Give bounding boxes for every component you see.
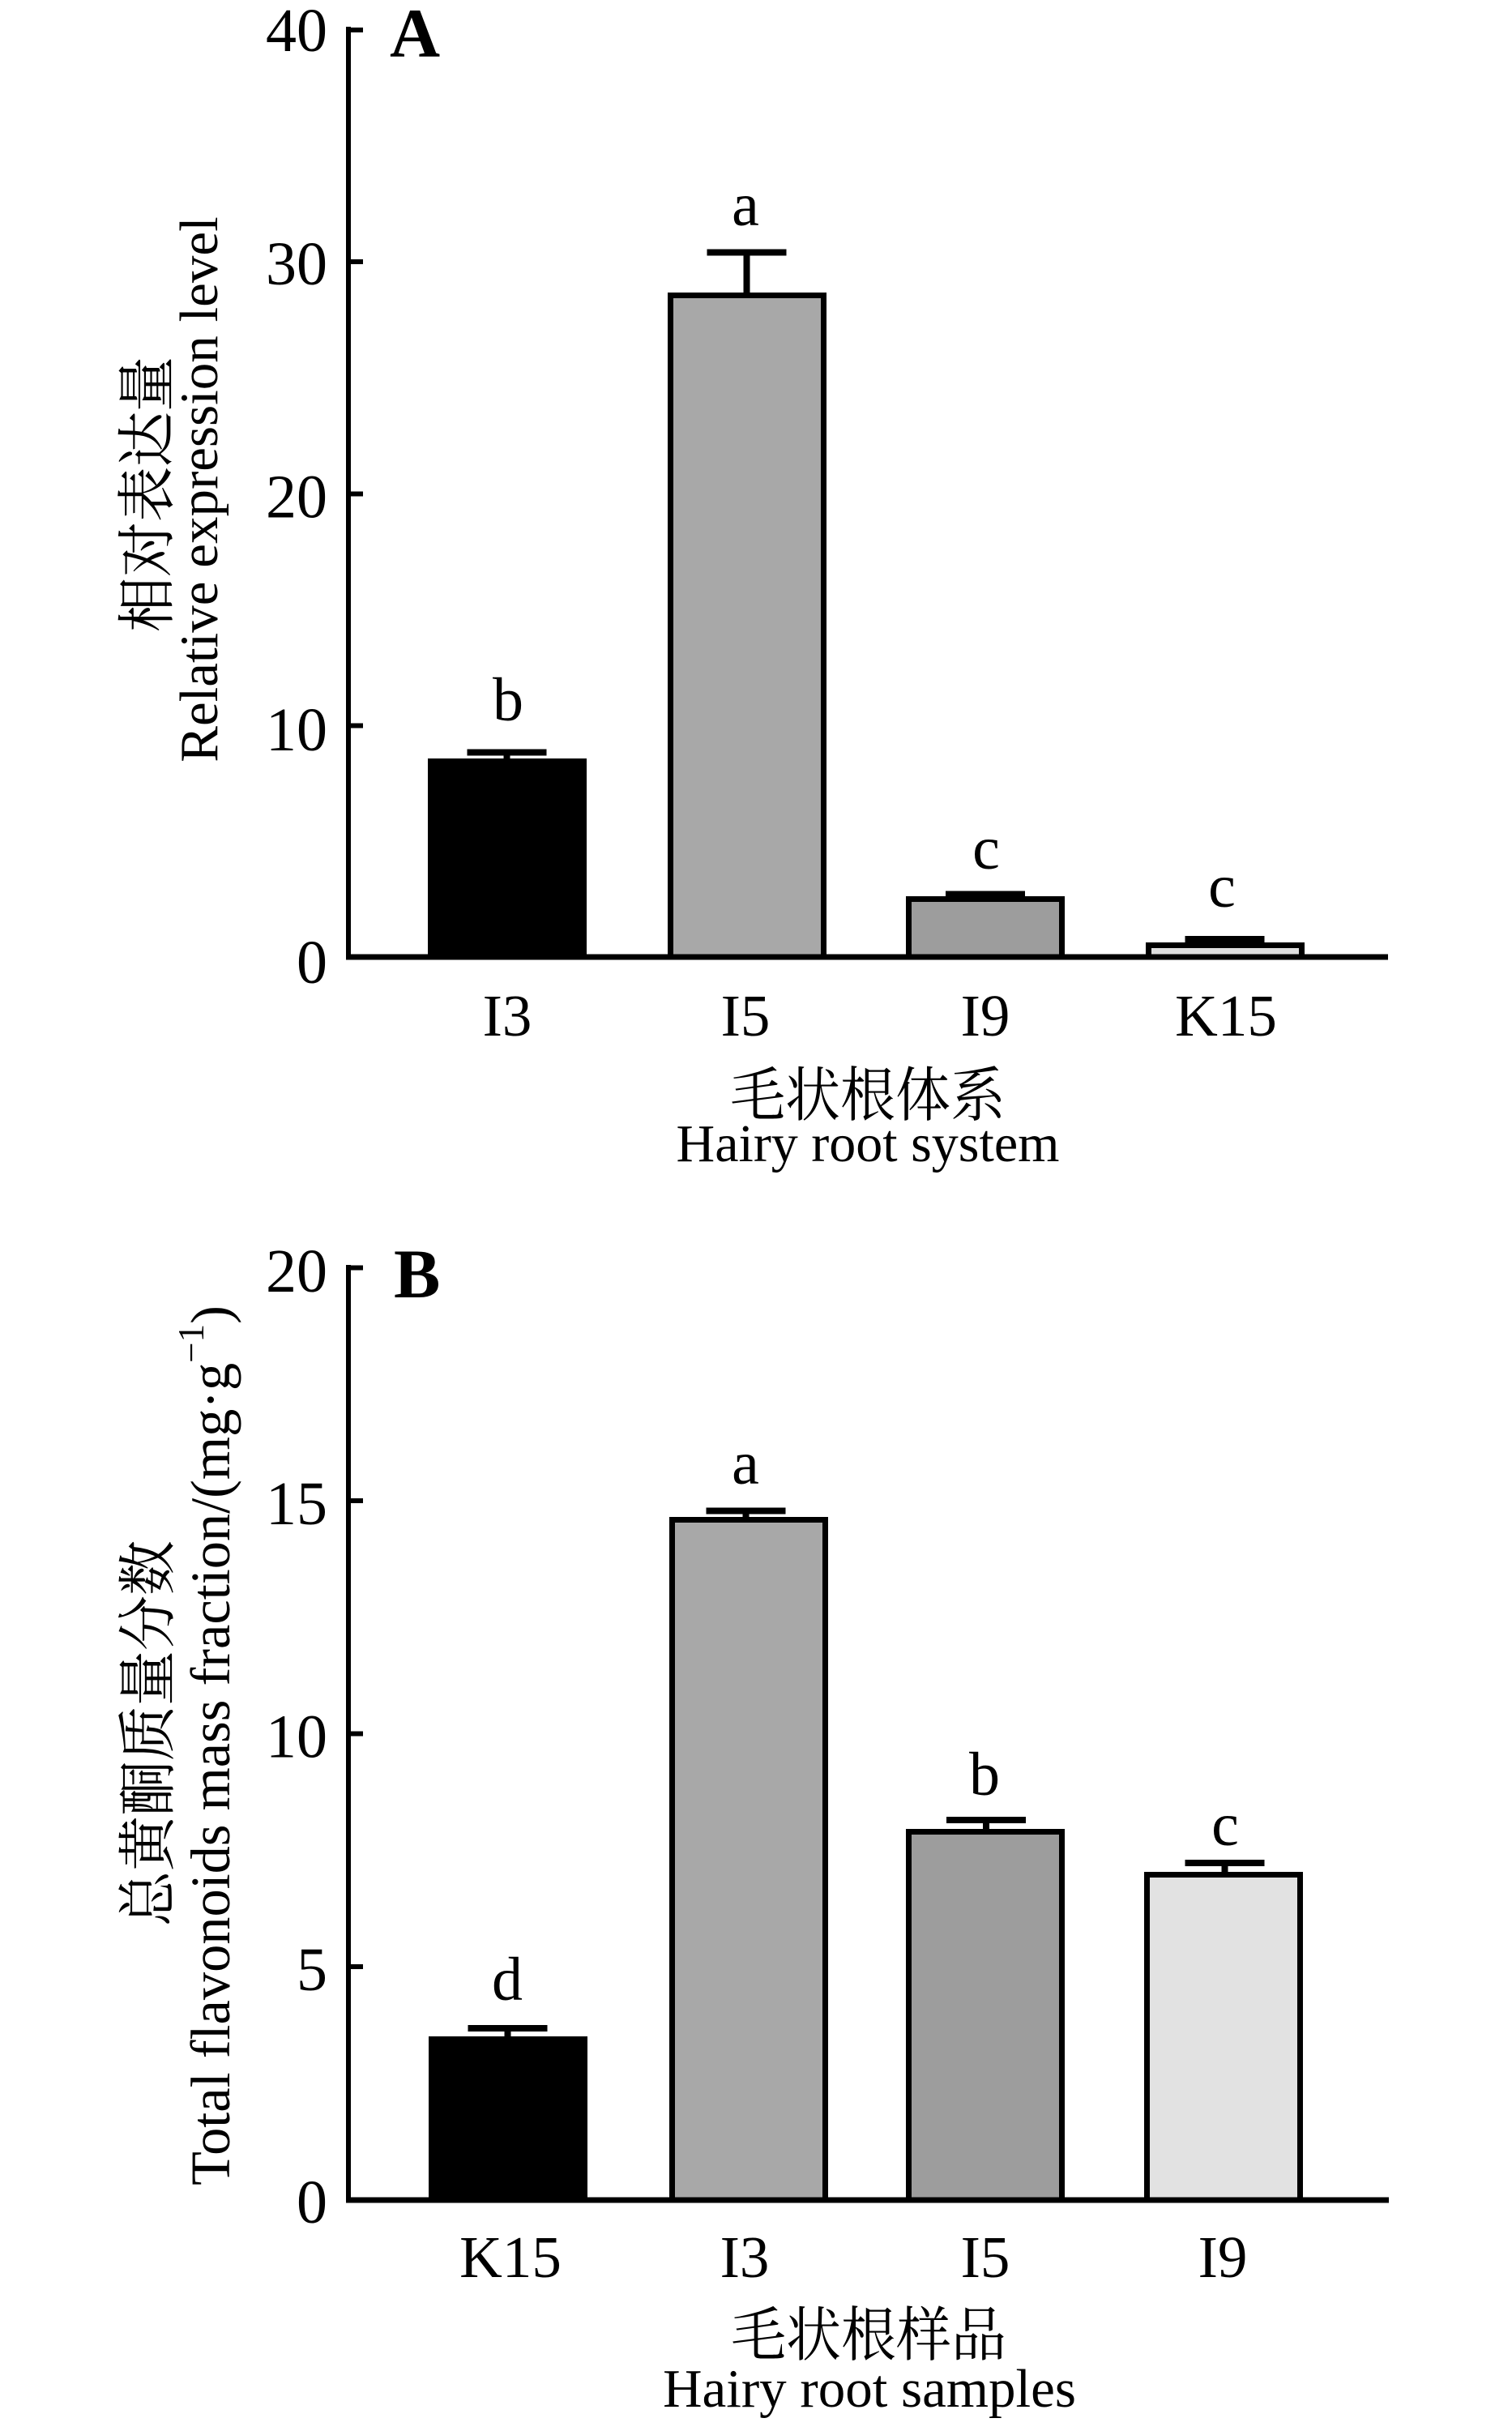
svg-text:K15: K15 xyxy=(459,2224,562,2290)
svg-text:K15: K15 xyxy=(1175,983,1277,1049)
svg-text:0: 0 xyxy=(297,2168,327,2237)
svg-text:5: 5 xyxy=(297,1936,327,2004)
svg-text:I5: I5 xyxy=(721,983,771,1049)
svg-text:20: 20 xyxy=(266,464,327,532)
svg-text:c: c xyxy=(972,814,1000,882)
svg-text:15: 15 xyxy=(266,1470,327,1538)
svg-text:Hairy root samples: Hairy root samples xyxy=(663,2359,1076,2419)
svg-text:b: b xyxy=(969,1741,1000,1809)
svg-text:Hairy root system: Hairy root system xyxy=(677,1114,1060,1173)
svg-text:Relative expression level: Relative expression level xyxy=(169,216,229,763)
svg-text:c: c xyxy=(1211,1791,1239,1859)
svg-text:I9: I9 xyxy=(1198,2224,1248,2290)
svg-text:d: d xyxy=(492,1946,523,2014)
svg-text:I3: I3 xyxy=(483,983,532,1049)
svg-text:20: 20 xyxy=(266,1237,327,1305)
svg-text:c: c xyxy=(1208,852,1236,921)
svg-text:B: B xyxy=(394,1235,440,1313)
svg-text:30: 30 xyxy=(266,230,327,298)
svg-text:40: 40 xyxy=(266,0,327,65)
svg-text:a: a xyxy=(732,1429,759,1497)
svg-text:I9: I9 xyxy=(961,983,1010,1049)
svg-text:A: A xyxy=(390,0,440,72)
svg-text:Total flavonoids mass fraction: Total flavonoids mass fraction/(mg·g−1) xyxy=(171,1305,241,2185)
svg-text:10: 10 xyxy=(266,696,327,764)
svg-text:a: a xyxy=(732,171,759,239)
svg-text:I5: I5 xyxy=(961,2224,1010,2290)
svg-text:0: 0 xyxy=(297,929,327,997)
svg-text:10: 10 xyxy=(266,1703,327,1771)
svg-text:b: b xyxy=(493,666,523,734)
svg-text:I3: I3 xyxy=(720,2224,770,2290)
